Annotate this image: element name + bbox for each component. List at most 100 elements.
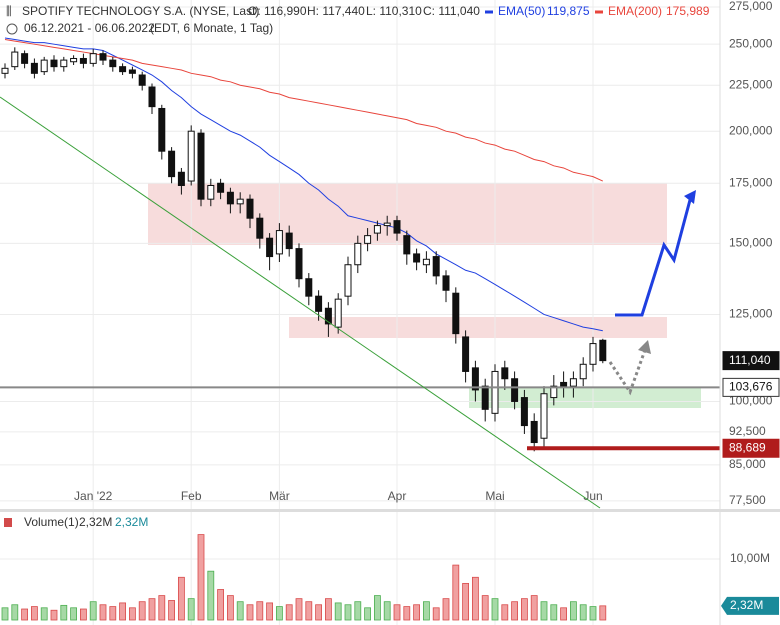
y-tick-label: 175,000 xyxy=(729,175,773,189)
volume-value: 2,32M xyxy=(79,515,112,529)
ohlc: L: 110,310 xyxy=(366,4,422,18)
volume-bar xyxy=(540,601,548,621)
forecast-arrow xyxy=(608,349,647,396)
x-tick-label: Apr xyxy=(388,489,407,503)
legend-name: EMA(50) xyxy=(498,4,545,18)
resistance-zone xyxy=(289,317,667,338)
volume-bar xyxy=(403,606,411,621)
y-tick-label: 10,00M xyxy=(730,551,770,565)
support-zone xyxy=(469,388,701,408)
volume-bar xyxy=(334,602,342,621)
volume-bar xyxy=(383,601,391,621)
candle-body xyxy=(462,336,470,372)
volume-bar xyxy=(432,607,440,621)
candle-body xyxy=(432,256,440,277)
volume-bar xyxy=(501,604,509,621)
volume-bar xyxy=(40,607,48,621)
level-label: 88,689 xyxy=(729,440,766,454)
volume-bar xyxy=(422,601,430,621)
x-tick-label: Mai xyxy=(485,489,504,503)
volume-bar xyxy=(354,601,362,621)
arrow-head xyxy=(638,340,651,354)
candle-body xyxy=(119,66,127,73)
candle-body xyxy=(491,370,499,414)
legend-value: 119,875 xyxy=(547,4,590,18)
volume-bar xyxy=(452,564,460,621)
candle-body xyxy=(60,59,68,68)
title: SPOTIFY TECHNOLOGY S.A. (NYSE, Last) xyxy=(22,4,259,18)
y-tick-label: 85,000 xyxy=(729,457,766,471)
candle-body xyxy=(354,242,362,266)
trend-line xyxy=(0,96,601,509)
candle-body xyxy=(236,198,244,205)
candle-body xyxy=(226,191,234,205)
volume-bar xyxy=(481,595,489,621)
volume-last-box xyxy=(721,596,779,615)
candle-body xyxy=(246,198,254,219)
volume-bar xyxy=(521,598,528,621)
volume-bar xyxy=(599,605,607,621)
candle-body xyxy=(560,381,568,387)
candle-body xyxy=(481,385,489,410)
volume-bar xyxy=(148,598,156,621)
candle-body xyxy=(569,378,577,387)
volume-bar xyxy=(256,601,264,621)
candle-body xyxy=(315,295,323,312)
ohlc: O: 116,990 xyxy=(248,4,307,18)
volume-bar xyxy=(315,604,323,621)
volume-bar xyxy=(119,602,126,621)
volume-bar xyxy=(285,604,293,621)
date-note: (EDT, 6 Monate, 1 Tag) xyxy=(150,21,273,35)
volume-bar xyxy=(275,606,283,621)
volume-bar xyxy=(442,598,450,621)
level-label: 103,676 xyxy=(729,380,773,394)
candle-body xyxy=(79,57,87,64)
level-label: 111,040 xyxy=(729,353,771,367)
ema-line xyxy=(4,37,603,332)
pane-divider xyxy=(0,509,780,512)
volume-bar xyxy=(530,595,538,621)
candle-body xyxy=(471,367,479,391)
y-tick-label: 100,000 xyxy=(729,394,773,408)
candle-body xyxy=(11,51,19,68)
ohlc: C: 111,040 xyxy=(423,4,480,18)
volume-bar xyxy=(550,604,558,621)
y-tick-label: 225,000 xyxy=(729,77,773,91)
candle-body xyxy=(501,367,509,380)
volume-icon xyxy=(4,518,12,527)
level-box xyxy=(722,438,780,458)
header: ⫼ SPOTIFY TECHNOLOGY S.A. (NYSE, Last) O… xyxy=(4,4,710,529)
y-tick-label: 125,000 xyxy=(729,307,773,321)
volume-bar xyxy=(246,604,254,621)
volume-bar xyxy=(217,589,225,621)
x-tick-label: Feb xyxy=(181,489,202,503)
volume-bar xyxy=(70,607,77,621)
candle-body xyxy=(373,225,381,234)
candle-body xyxy=(275,230,283,255)
clock-icon xyxy=(6,23,18,35)
candle-body xyxy=(589,343,597,365)
candle-body xyxy=(511,378,519,402)
volume-bar xyxy=(413,604,421,621)
y-tick-label: 150,000 xyxy=(729,236,773,250)
y-tick-label: 92,500 xyxy=(729,424,766,438)
volume-bar xyxy=(80,608,87,621)
volume-bar xyxy=(266,602,274,621)
volume-last-label: 2,32M xyxy=(730,598,763,612)
candle-body xyxy=(550,385,558,399)
volume-bar xyxy=(491,598,499,621)
legend-name: EMA(200) xyxy=(608,4,662,18)
volume-bar xyxy=(364,607,372,621)
candle-body xyxy=(520,397,528,427)
volume-bar xyxy=(11,604,19,621)
candle-body xyxy=(21,53,29,64)
candle-body xyxy=(422,258,430,266)
x-tick-label: Jun xyxy=(583,489,602,503)
volume-bar xyxy=(138,601,146,621)
candle-body xyxy=(89,53,97,64)
volume-bar xyxy=(30,606,38,621)
volume-bar xyxy=(128,607,136,621)
candle-body xyxy=(109,59,117,68)
